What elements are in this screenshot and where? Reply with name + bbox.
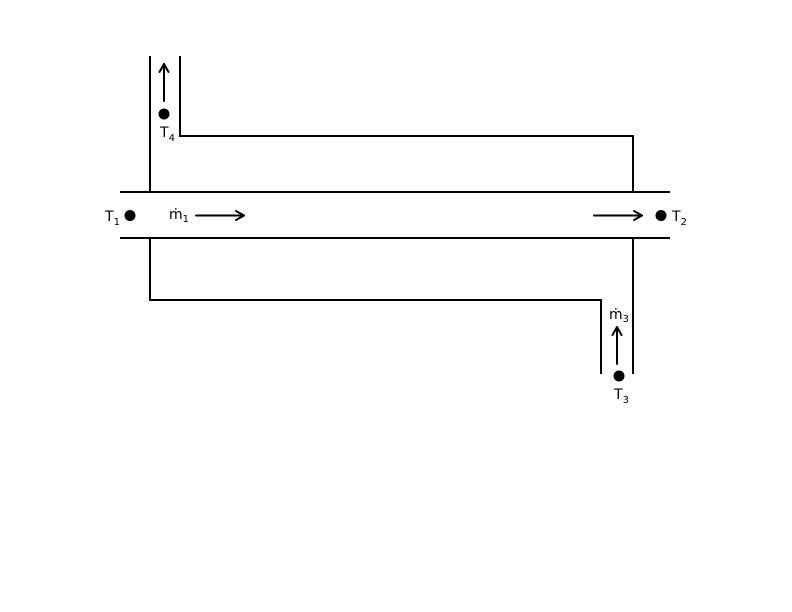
arrow-up-outlet-t4 — [158, 63, 170, 102]
label-t3: T3 — [613, 387, 629, 406]
arrow-right-inlet-m1 — [195, 210, 245, 221]
upper-shell-outer-wall — [179, 56, 634, 192]
arrow-up-inlet-m3 — [611, 326, 623, 365]
label-t2: T2 — [671, 209, 687, 228]
lower-shell-outer-wall — [149, 238, 602, 374]
temperature-point-t3 — [613, 370, 625, 382]
label-t1: T1 — [104, 209, 120, 228]
label-m1: ṁ1 — [169, 207, 189, 225]
temperature-point-t4 — [158, 108, 170, 120]
label-t4: T4 — [159, 125, 175, 144]
temperature-point-t2 — [655, 210, 667, 221]
temperature-point-t1 — [124, 210, 136, 221]
label-m3: ṁ3 — [609, 307, 629, 325]
arrow-right-outlet-t2 — [593, 210, 643, 221]
